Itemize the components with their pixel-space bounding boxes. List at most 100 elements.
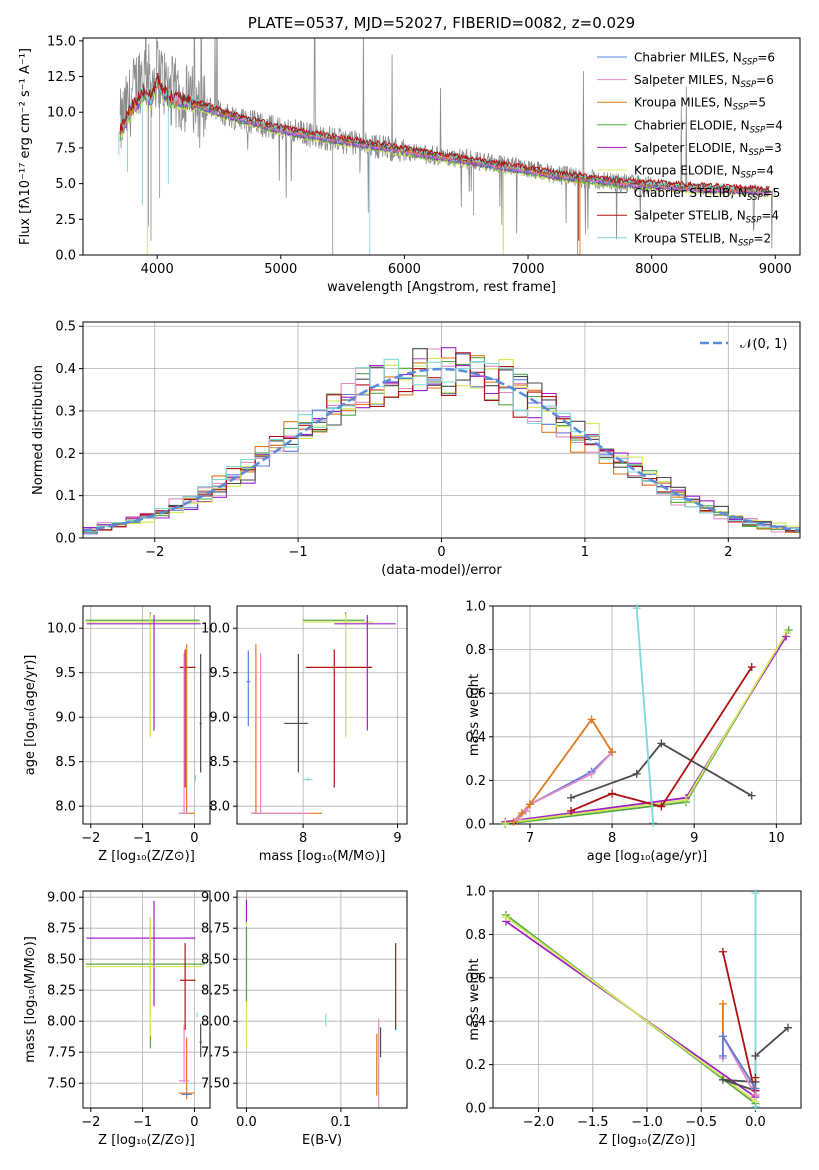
mass-weight-line <box>570 666 753 812</box>
y-tick-label: 7.75 <box>201 1046 230 1061</box>
y-tick-label: 0.4 <box>55 362 76 377</box>
axes-frame <box>236 890 408 1109</box>
data-point-marker <box>747 663 756 672</box>
y-tick-label: 7.75 <box>47 1046 76 1061</box>
x-tick-label: −2 <box>81 1115 100 1130</box>
data-point-marker <box>649 818 658 827</box>
y-axis-label: age [log₁₀(age/yr)] <box>23 655 38 776</box>
y-tick-label: 0.2 <box>55 447 76 462</box>
legend: Chabrier MILES, NSSP=6 Salpeter MILES, NS… <box>597 51 783 248</box>
y-tick-label: 0.8 <box>465 928 486 943</box>
data-point-marker <box>501 818 510 827</box>
chart-panel-4: 8 9 8.0 8.5 9.0 9.5 10.0 mass [log₁₀(M/M⊙)] <box>201 605 408 864</box>
mass-weight-line <box>512 717 613 823</box>
x-tick-label: 10 <box>768 831 785 846</box>
plot-area <box>83 347 800 535</box>
data-point-marker <box>502 913 511 922</box>
x-tick-label: 6000 <box>388 262 421 277</box>
data-point-marker <box>718 1075 727 1084</box>
data-point-marker <box>632 769 641 778</box>
chart-title: PLATE=0537, MJD=52027, FIBERID=0082, z=0… <box>248 14 635 32</box>
residual-histogram-step <box>83 352 800 532</box>
legend-label: Chabrier ELODIE, NSSP=4 <box>634 118 783 135</box>
x-tick-label: 5000 <box>264 262 297 277</box>
x-tick-label: 1 <box>581 545 589 560</box>
chart-panel-1: 4000 5000 6000 7000 8000 9000 0.0 2.5 5.0 7.5 10.0… <box>18 14 801 295</box>
chart-panel-5: 7 8 9 10 0.0 0.2 0.4 0.6 0.8 1.0 age [log₁₀(age/yr… <box>465 600 802 864</box>
x-tick-label: −1.0 <box>631 1115 663 1130</box>
x-axis-label: age [log₁₀(age/yr)] <box>587 849 708 864</box>
y-tick-label: 8.00 <box>47 1015 76 1030</box>
y-tick-label: 8.25 <box>47 984 76 999</box>
y-tick-label: 9.00 <box>47 891 76 906</box>
data-point-marker <box>517 809 526 818</box>
y-axis-label: Flux [fλ10⁻¹⁷ erg cm⁻² s⁻¹ A⁻¹] <box>18 48 33 245</box>
legend-label: Salpeter ELODIE, NSSP=3 <box>634 141 782 158</box>
axes-frame <box>82 37 801 256</box>
x-tick-label: −1 <box>133 831 152 846</box>
y-tick-label: 0.5 <box>55 320 76 335</box>
x-tick-label: 0 <box>190 831 198 846</box>
y-tick-label: 5.0 <box>55 177 76 192</box>
data-point-marker <box>657 802 666 811</box>
y-tick-label: 0.4 <box>465 1015 486 1030</box>
chart-panel-2: −2 −1 0 1 2 0.0 0.1 0.2 0.3 0.4 0.5 (data-model)/er… <box>31 320 801 578</box>
x-tick-label: 7 <box>526 831 534 846</box>
model-spectrum-line <box>119 73 770 192</box>
y-tick-label: 9.5 <box>209 666 230 681</box>
legend-label: Chabrier STELIB, NSSP=5 <box>634 186 780 203</box>
plot-area <box>85 900 205 1100</box>
y-tick-label: 0.1 <box>55 489 76 504</box>
plot-area <box>118 38 776 255</box>
legend-label: Kroupa MILES, NSSP=5 <box>634 96 766 113</box>
x-tick-label: 8 <box>299 831 307 846</box>
data-point-marker <box>632 604 641 613</box>
x-tick-label: −2 <box>81 831 100 846</box>
data-point-marker <box>587 715 596 724</box>
x-tick-label: 9000 <box>759 262 792 277</box>
legend-label: Kroupa STELIB, NSSP=2 <box>634 231 771 248</box>
y-tick-label: 12.5 <box>47 70 76 85</box>
data-point-marker <box>718 1051 727 1060</box>
y-tick-label: 10.0 <box>47 622 76 637</box>
x-tick-label: 8 <box>608 831 616 846</box>
data-point-marker <box>718 999 727 1008</box>
y-tick-label: 9.5 <box>55 666 76 681</box>
x-tick-label: 9 <box>393 831 401 846</box>
y-tick-label: 8.50 <box>47 953 76 968</box>
model-spectrum-line <box>119 81 770 198</box>
axes-frame <box>82 890 211 1109</box>
legend-label: Kroupa ELODIE, NSSP=4 <box>634 164 774 181</box>
y-tick-label: 1.0 <box>465 885 486 900</box>
legend-label: Salpeter STELIB, NSSP=4 <box>634 209 779 226</box>
x-tick-label: 2 <box>724 545 732 560</box>
data-point-marker <box>783 1023 792 1032</box>
data-point-marker <box>747 791 756 800</box>
data-point-marker <box>567 793 576 802</box>
y-tick-label: 0.6 <box>465 687 486 702</box>
y-tick-label: 10.0 <box>201 622 230 637</box>
x-tick-label: 0.0 <box>236 1115 257 1130</box>
data-point-marker <box>751 1084 760 1093</box>
x-tick-label: 0.0 <box>745 1115 766 1130</box>
data-point-marker <box>718 1032 727 1041</box>
data-point-marker <box>567 806 576 815</box>
x-axis-label: mass [log₁₀(M/M⊙)] <box>259 849 386 864</box>
legend-label: Chabrier MILES, NSSP=6 <box>634 51 775 68</box>
y-tick-label: 7.50 <box>47 1077 76 1092</box>
y-axis-label: mass weight <box>467 674 482 756</box>
y-tick-label: 10.0 <box>47 106 76 121</box>
x-tick-label: −2 <box>145 545 164 560</box>
mass-weight-line <box>505 916 757 1103</box>
y-tick-label: 8.0 <box>209 800 230 815</box>
x-tick-label: −2.0 <box>523 1115 555 1130</box>
data-point-marker <box>782 632 791 641</box>
y-tick-label: 0.0 <box>55 532 76 547</box>
data-point-marker <box>751 1073 760 1082</box>
x-tick-label: −1 <box>133 1115 152 1130</box>
mass-weight-line <box>635 608 655 823</box>
legend-label: 𝒩(0, 1) <box>740 337 787 352</box>
legend-label: Salpeter MILES, NSSP=6 <box>634 73 774 90</box>
y-tick-label: 8.5 <box>209 755 230 770</box>
